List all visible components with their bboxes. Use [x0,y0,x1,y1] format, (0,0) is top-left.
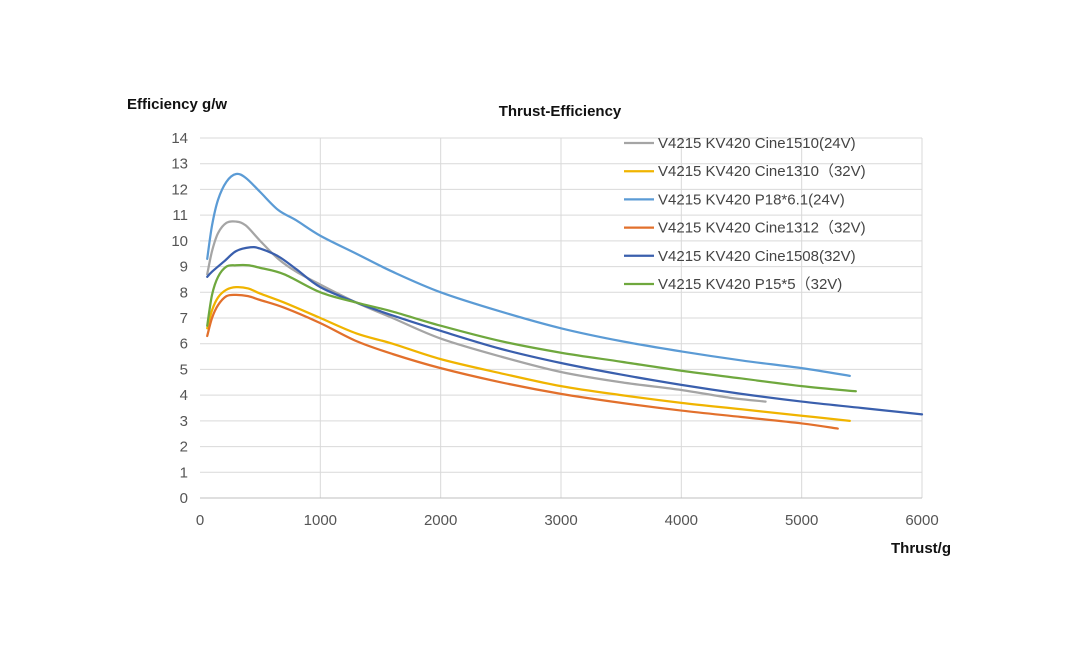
x-tick-label: 2000 [424,512,457,529]
y-tick-label: 14 [171,130,188,147]
x-axis-title: Thrust/g [891,540,951,557]
y-tick-label: 0 [180,490,188,507]
y-tick-label: 12 [171,181,188,198]
y-axis-title: Efficiency g/w [127,96,227,113]
x-tick-label: 6000 [905,512,938,529]
x-tick-label: 4000 [665,512,698,529]
series-line [206,172,851,377]
series-line [206,220,767,403]
chart-title: Thrust-Efficiency [499,103,622,120]
legend-label: V4215 KV420 Cine1310（32V) [658,163,866,180]
y-tick-label: 3 [180,413,188,430]
legend: V4215 KV420 Cine1510(24V) V4215 KV420 Cin… [624,135,866,293]
x-tick-label: 0 [196,512,204,529]
y-tick-label: 2 [180,439,188,456]
legend-label: V4215 KV420 Cine1510(24V) [658,135,856,152]
legend-label: V4215 KV420 Cine1312（32V) [658,220,866,237]
series-lines [206,172,924,430]
y-tick-label: 10 [171,233,188,250]
x-tick-label: 1000 [304,512,337,529]
y-tick-label: 1 [180,464,188,481]
y-tick-label: 11 [172,207,188,224]
series-line [206,263,857,393]
series-line [206,285,851,422]
y-tick-label: 8 [180,284,188,301]
x-tick-label: 3000 [544,512,577,529]
y-tick-label: 5 [180,361,188,378]
y-tick-label: 13 [171,156,188,173]
series-line [206,245,924,416]
legend-label: V4215 KV420 Cine1508(32V) [658,248,856,265]
y-tick-label: 6 [180,336,188,353]
y-tick-label: 7 [180,310,188,327]
grid [200,137,923,498]
x-tick-label: 5000 [785,512,818,529]
legend-label: V4215 KV420 P18*6.1(24V) [658,191,845,208]
series-line [206,293,839,430]
legend-label: V4215 KV420 P15*5（32V) [658,276,842,293]
y-tick-label: 4 [180,387,188,404]
y-tick-label: 9 [180,259,188,276]
